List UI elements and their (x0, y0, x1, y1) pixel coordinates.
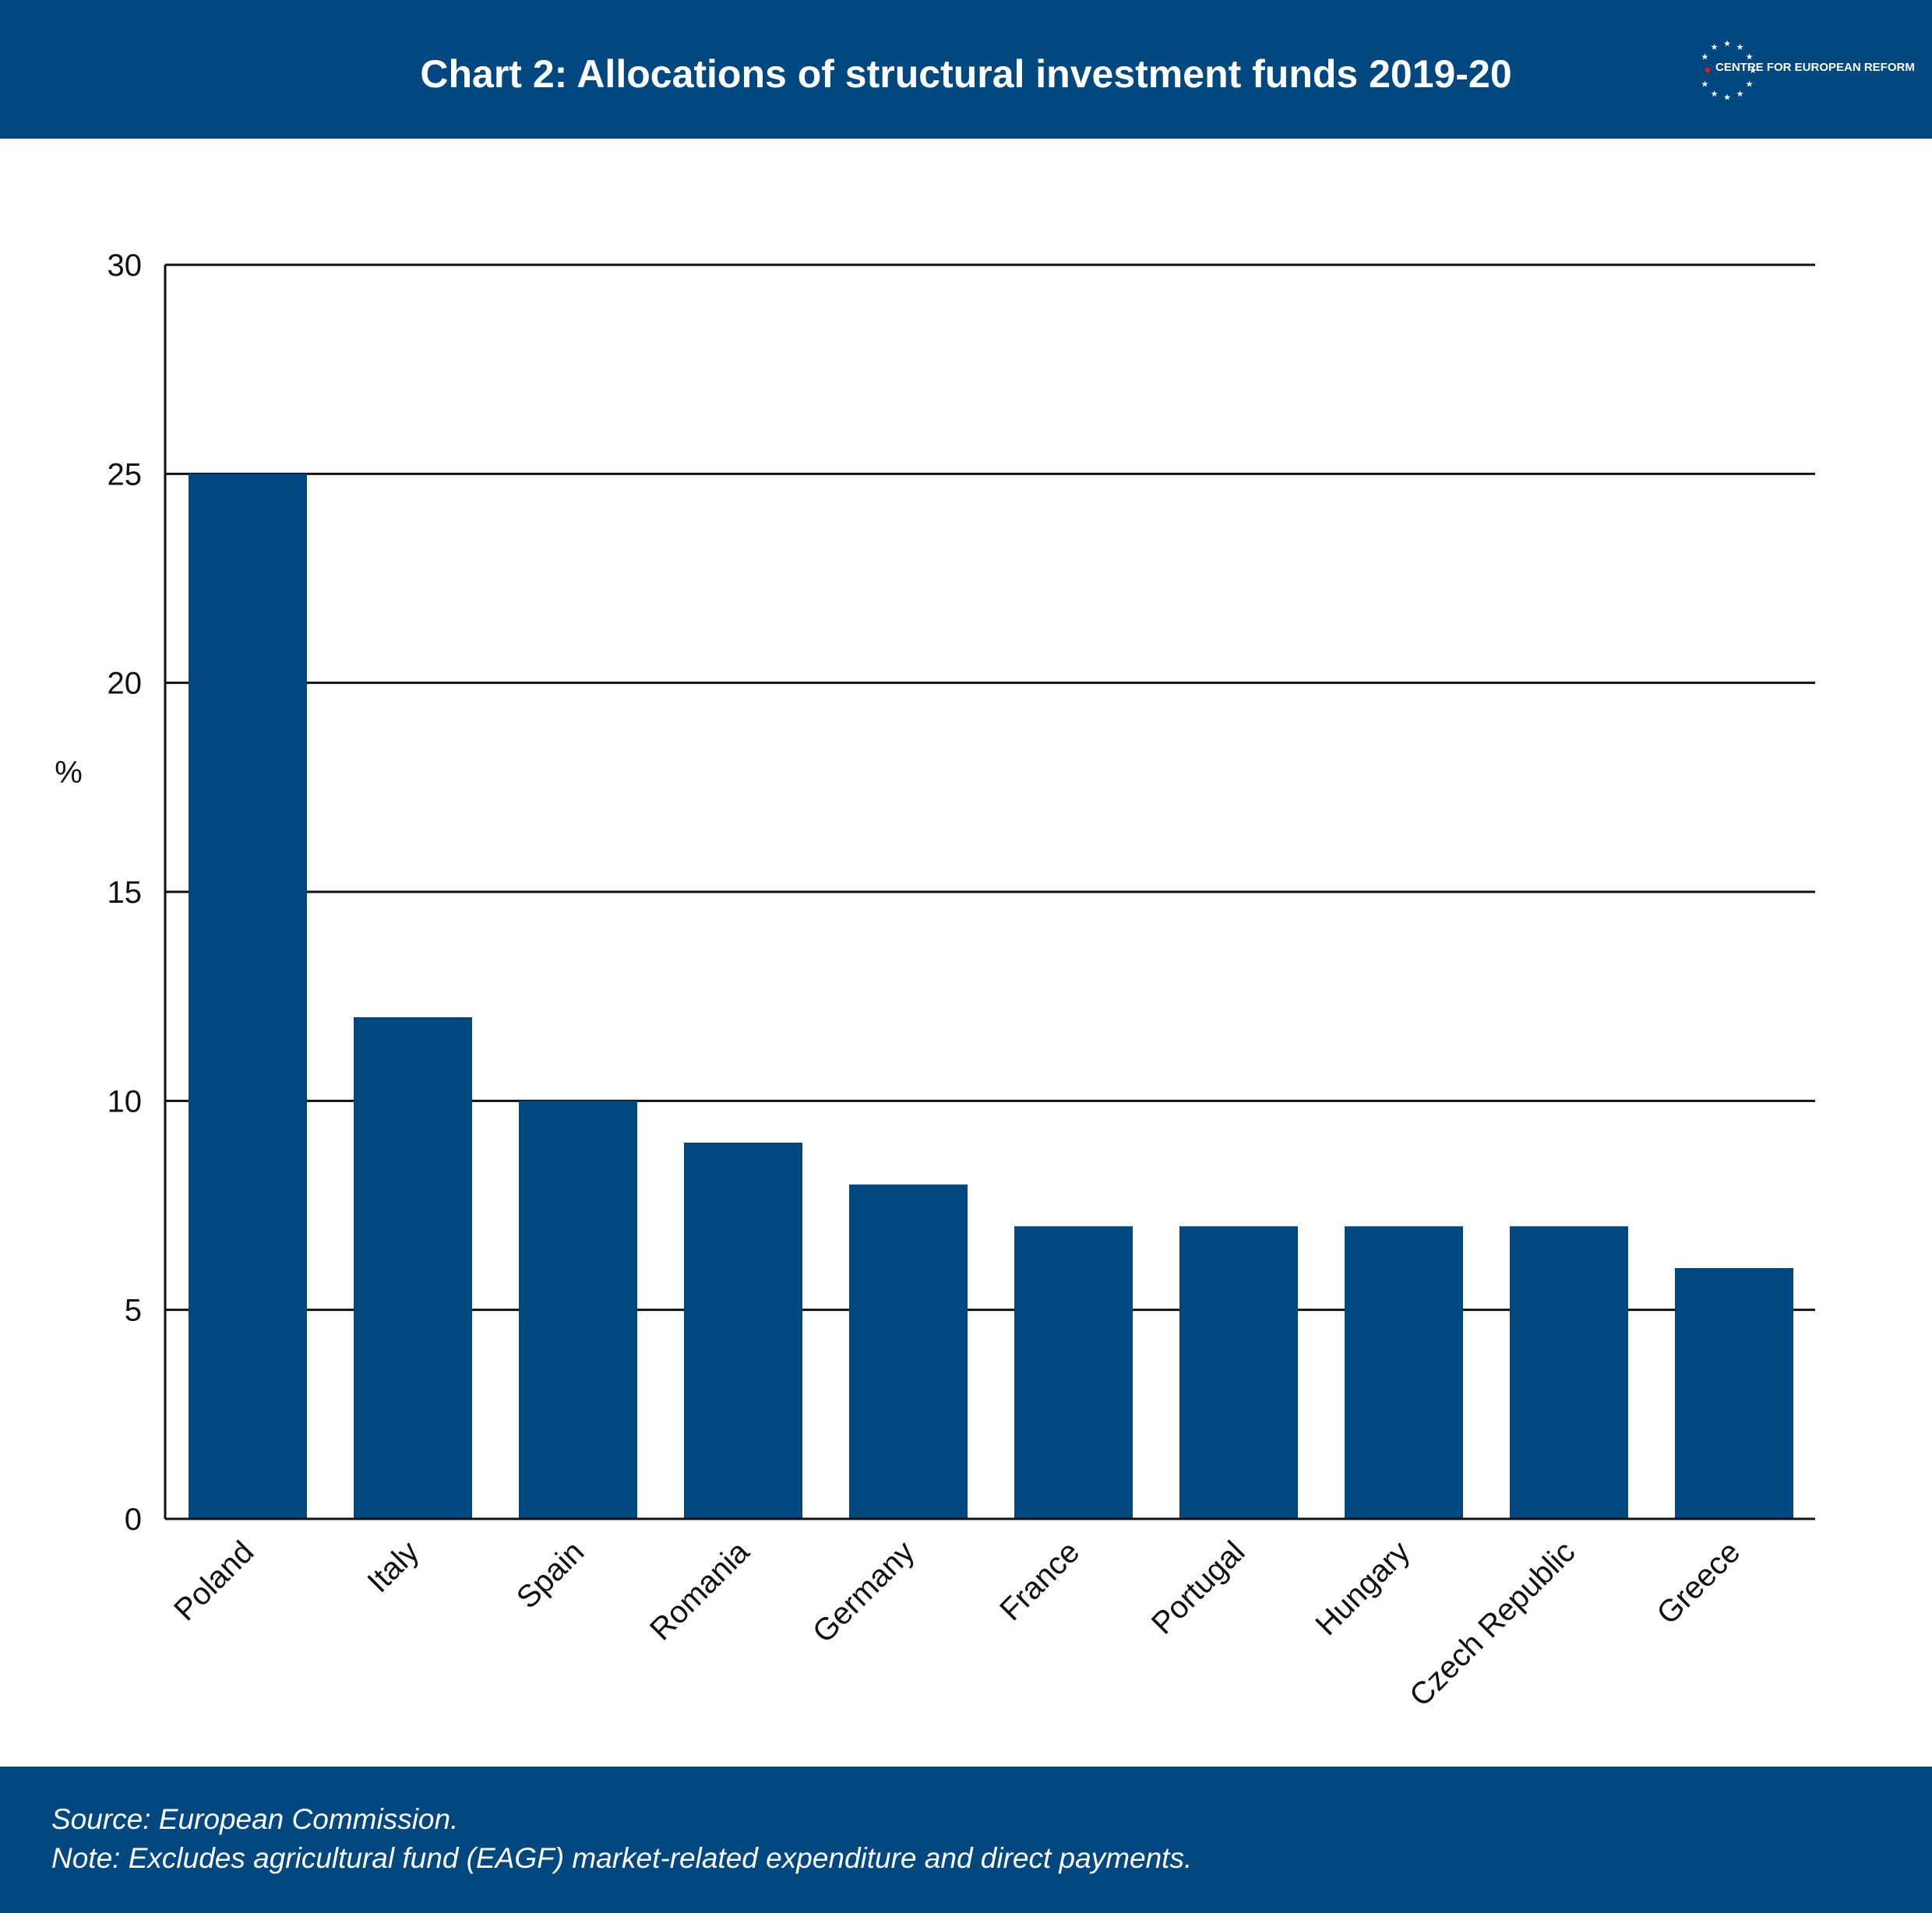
source-text: Source: European Commission. (51, 1803, 459, 1835)
chart-title: Chart 2: Allocations of structural inves… (420, 52, 1512, 96)
bar-chart: 0 5 10 15 20 25 30% Poland Italy Spain Romania Germ… (55, 248, 1815, 1713)
logo-star: ★ (1736, 43, 1744, 52)
bar-portugal (1179, 1226, 1298, 1519)
logo-star: ★ (1711, 43, 1719, 52)
x-category-label: Czech Republic (1403, 1534, 1581, 1713)
x-category-label: Romania (643, 1534, 756, 1647)
y-tick-label: 5 (125, 1294, 142, 1328)
bar-hungary (1345, 1226, 1463, 1519)
bar-poland (189, 474, 307, 1520)
logo-text: CENTRE FOR EUROPEAN REFORM (1715, 61, 1915, 74)
y-axis-unit-label: % (55, 756, 83, 790)
eu-star-circle-icon: ★ ★★★★★★★★★★ (1701, 39, 1757, 103)
logo-star: ★ (1701, 53, 1708, 62)
y-tick-label: 30 (108, 248, 143, 283)
bar-romania (684, 1143, 802, 1519)
y-tick-label: 15 (108, 875, 143, 910)
logo-star: ★ (1736, 90, 1744, 99)
bar-italy (354, 1017, 472, 1519)
x-category-label: Portugal (1145, 1534, 1251, 1640)
x-category-label: Hungary (1309, 1534, 1416, 1642)
header-bar (0, 0, 1932, 139)
x-category-label: Italy (361, 1534, 425, 1599)
bar-france (1014, 1226, 1133, 1519)
y-tick-label: 20 (108, 667, 143, 701)
logo-star: ★ (1723, 93, 1731, 103)
x-category-label: Poland (167, 1534, 260, 1627)
y-tick-label: 25 (108, 457, 143, 491)
bar-germany (849, 1184, 968, 1519)
logo-star: ★ (1723, 39, 1731, 48)
x-category-label: Greece (1650, 1534, 1747, 1631)
note-text: Note: Excludes agricultural fund (EAGF) … (51, 1842, 1193, 1874)
logo-star: ★ (1701, 79, 1708, 89)
logo-star: ★ (1711, 90, 1719, 99)
logo-star: ★ (1749, 66, 1757, 76)
bar-spain (519, 1101, 637, 1519)
footer-bar: Source: European Commission. Note: Exclu… (0, 1767, 1932, 1913)
y-tick-label: 0 (125, 1503, 142, 1537)
x-category-label: Spain (510, 1534, 591, 1615)
logo-star: ★ (1746, 79, 1754, 89)
logo-star: ★ (1746, 53, 1754, 62)
x-category-label: Germany (806, 1534, 921, 1649)
bar-greece (1675, 1268, 1793, 1519)
y-tick-label: 10 (108, 1084, 143, 1119)
bar-czech-republic (1510, 1226, 1628, 1519)
x-category-label: France (993, 1534, 1086, 1627)
